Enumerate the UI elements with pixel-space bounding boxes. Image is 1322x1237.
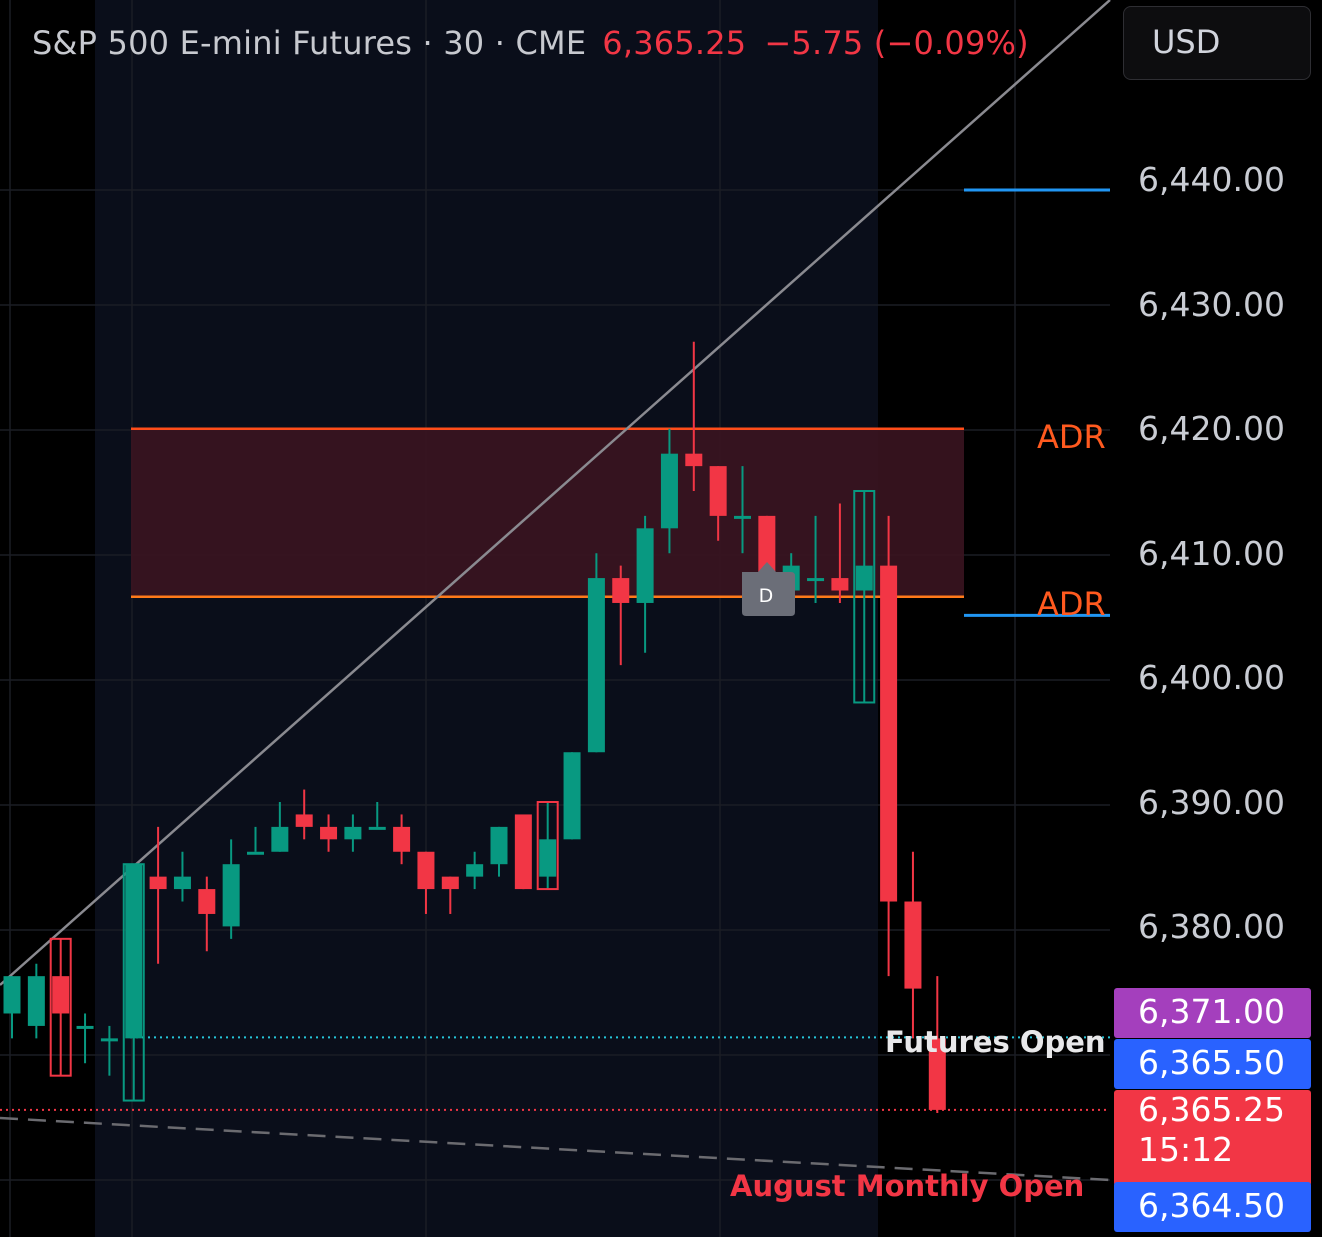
candle-up <box>466 864 484 877</box>
last-price-tag: 6,365.25 15:12 <box>1114 1090 1311 1186</box>
futures-open-label: Futures Open <box>885 1025 1106 1059</box>
candle-down <box>320 826 338 840</box>
sequence-outline-box <box>536 801 559 891</box>
chart-header: S&P 500 E-mini Futures · 30 · CME 6,365.2… <box>32 24 1029 62</box>
candle-up <box>3 976 21 1014</box>
candle-down <box>441 876 459 890</box>
candle-up <box>490 826 508 865</box>
candle-down <box>928 1038 946 1110</box>
candle-down <box>831 578 849 591</box>
header-price: 6,365.25 <box>602 24 747 62</box>
price-tag-blue-lower: 6,364.50 <box>1114 1182 1311 1232</box>
trendline-upper <box>0 0 1111 986</box>
candle-down <box>685 453 703 467</box>
candle-up <box>660 453 678 529</box>
adr-label-upper: ADR <box>1037 418 1106 456</box>
price-axis-label: 6,430.00 <box>1138 284 1285 324</box>
candle-up <box>563 752 581 840</box>
header-change: −5.75 (−0.09%) <box>764 24 1029 62</box>
august-monthly-open-label: August Monthly Open <box>730 1169 1085 1203</box>
sequence-outline-box <box>49 937 72 1077</box>
candle-up <box>271 826 289 852</box>
price-axis-label: 6,440.00 <box>1138 160 1285 199</box>
candle-down <box>393 826 411 852</box>
last-price-value: 6,365.25 <box>1138 1090 1285 1129</box>
candle-up <box>587 578 605 753</box>
candle-up <box>734 515 751 519</box>
candle-up <box>855 565 873 591</box>
price-axis-label: 6,390.00 <box>1138 782 1285 822</box>
candle-down <box>612 578 630 603</box>
candle-up <box>636 528 654 603</box>
candle-up <box>100 1038 118 1042</box>
candle-up <box>173 876 191 890</box>
candle-up <box>222 864 240 927</box>
price-axis-label: 6,420.00 <box>1138 409 1285 448</box>
trendline-lower <box>0 1116 1111 1182</box>
candle-down <box>198 889 216 914</box>
sequence-outline-box <box>853 490 876 704</box>
price-tag-purple: 6,371.00 <box>1114 988 1311 1038</box>
candle-down <box>295 814 313 827</box>
candle-up <box>247 851 264 855</box>
candle-up <box>125 864 143 1039</box>
candle-down <box>880 565 898 902</box>
candle-up <box>27 976 45 1026</box>
candle-down <box>904 901 922 989</box>
session-shading <box>95 0 878 1237</box>
currency-button[interactable]: USD <box>1123 6 1311 80</box>
adr-label-lower: ADR <box>1037 585 1106 623</box>
candle-up <box>368 826 386 830</box>
dividend-marker <box>742 562 795 616</box>
dividend-marker-label: D <box>759 585 774 607</box>
price-axis-label: 6,380.00 <box>1138 907 1285 946</box>
candle-up <box>76 1025 94 1029</box>
candle-down <box>709 466 727 516</box>
price-axis-label: 6,400.00 <box>1138 658 1285 697</box>
candle-down <box>514 814 532 890</box>
candle-down <box>417 851 435 890</box>
adr-zone <box>131 428 964 597</box>
bar-countdown: 15:12 <box>1138 1130 1234 1169</box>
price-tag-blue-upper: 6,365.50 <box>1114 1039 1311 1089</box>
candle-up <box>539 839 557 877</box>
candle-up <box>344 826 362 840</box>
sequence-outline-box <box>122 863 145 1102</box>
candle-up <box>807 578 825 582</box>
symbol-title: S&P 500 E-mini Futures · 30 · CME <box>32 24 587 62</box>
candle-down <box>52 976 70 1014</box>
candle-down <box>149 876 167 890</box>
price-axis-label: 6,410.00 <box>1138 533 1285 573</box>
